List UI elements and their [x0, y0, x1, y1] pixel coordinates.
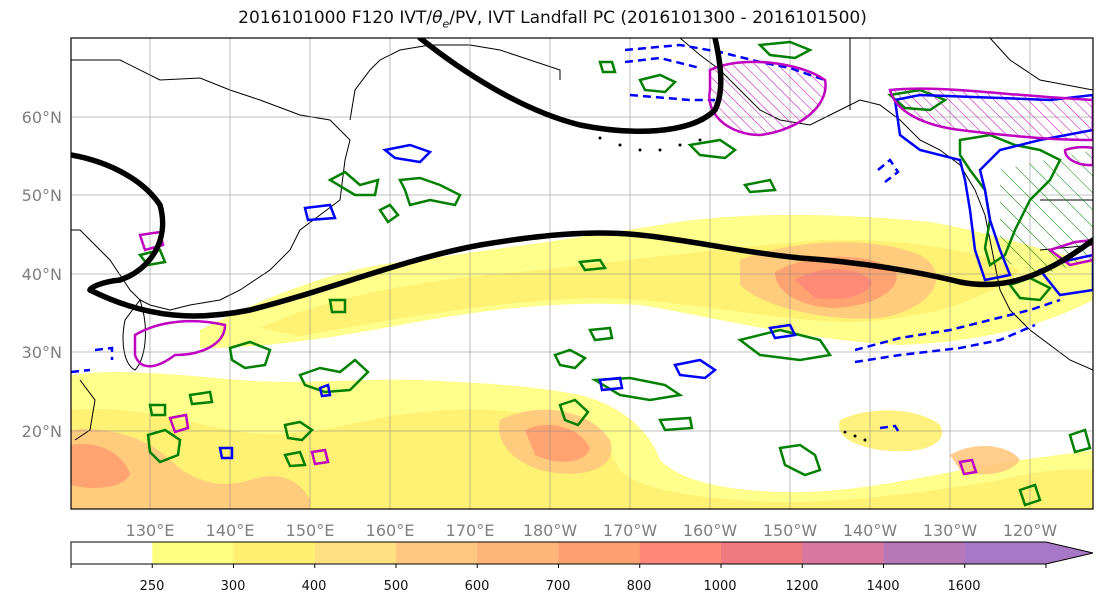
- theta-e-contours: [137, 40, 1092, 507]
- lon-label-150w: 150°W: [763, 521, 818, 540]
- colorbar-label-300: 300: [221, 579, 246, 594]
- lat-label-50n: 50°N: [22, 186, 62, 205]
- colorbar-segment: [558, 542, 641, 564]
- colorbar-label-1000: 1000: [703, 579, 736, 594]
- colorbar-label-400: 400: [302, 579, 327, 594]
- lat-label-60n: 60°N: [22, 108, 62, 127]
- lat-tick-labels: 60°N 50°N 40°N 30°N 20°N: [22, 108, 62, 441]
- lon-label-170w: 170°W: [603, 521, 658, 540]
- colorbar-segment: [314, 542, 397, 564]
- colorbar-segment: [396, 542, 478, 564]
- lon-label-180w: 180°W: [523, 521, 578, 540]
- lon-label-140e: 140°E: [206, 521, 255, 540]
- lon-label-130e: 130°E: [126, 521, 175, 540]
- ivt-filled-contours: [71, 214, 1093, 509]
- colorbar-label-1600: 1600: [947, 579, 980, 594]
- title-suffix: /PV, IVT Landfall PC (2016101300 - 20161…: [449, 8, 867, 28]
- pv-negative-contours: [71, 43, 1061, 435]
- aleutian-islands: [598, 136, 867, 442]
- lon-tick-labels: 130°E 140°E 150°E 160°E 170°E 180°W 170°…: [126, 521, 1058, 540]
- colorbar-segment: [233, 542, 316, 564]
- map-frame: [70, 37, 1094, 510]
- colorbar-label-500: 500: [384, 579, 409, 594]
- colorbar-segment: [639, 542, 722, 564]
- colorbar-segment: [721, 542, 803, 564]
- colorbar-label-600: 600: [465, 579, 490, 594]
- jet-contours: [71, 38, 1093, 319]
- lon-label-140w: 140°W: [843, 521, 898, 540]
- title-prefix: 2016101000 F120 IVT/: [238, 8, 433, 28]
- colorbar-segment: [71, 542, 153, 564]
- colorbar-segment: [477, 542, 559, 564]
- colorbar-label-1400: 1400: [866, 579, 899, 594]
- title-theta: θ: [432, 8, 443, 28]
- colorbar-segment: [964, 542, 1093, 564]
- lon-label-170e: 170°E: [446, 521, 495, 540]
- lat-label-40n: 40°N: [22, 265, 62, 284]
- map-title: 2016101000 F120 IVT/θe/PV, IVT Landfall …: [0, 8, 1105, 30]
- title-theta-sub: e: [442, 17, 450, 31]
- lon-label-130w: 130°W: [923, 521, 978, 540]
- landfall-pc-contours: [133, 60, 1093, 476]
- colorbar-segments: [70, 542, 1093, 568]
- colorbar: 250 300 400 500 600 700 800 1000 1200 14…: [70, 541, 1094, 594]
- lon-label-150e: 150°E: [286, 521, 335, 540]
- colorbar-label-800: 800: [627, 579, 652, 594]
- lon-label-160w: 160°W: [683, 521, 738, 540]
- colorbar-segment: [802, 542, 884, 564]
- lon-label-160e: 160°E: [366, 521, 415, 540]
- lat-label-20n: 20°N: [22, 422, 62, 441]
- colorbar-segment: [883, 542, 966, 564]
- colorbar-label-1200: 1200: [785, 579, 818, 594]
- colorbar-label-700: 700: [546, 579, 571, 594]
- map-area: [71, 38, 1093, 509]
- lat-label-30n: 30°N: [22, 343, 62, 362]
- lon-label-120w: 120°W: [1003, 521, 1058, 540]
- colorbar-label-250: 250: [140, 579, 165, 594]
- colorbar-segment: [152, 542, 234, 564]
- colorbar-labels: 250 300 400 500 600 700 800 1000 1200 14…: [140, 579, 981, 594]
